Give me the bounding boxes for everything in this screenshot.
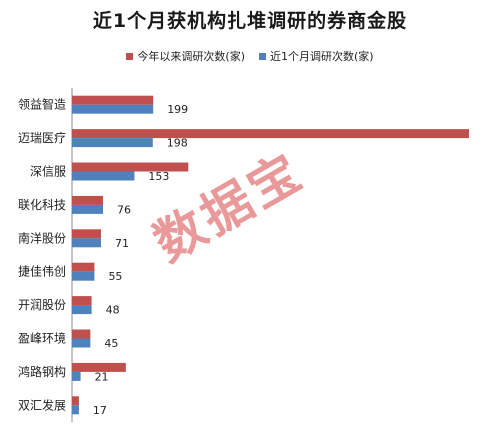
- bar-series-2: [72, 171, 135, 181]
- category-label: 盈峰环境: [18, 331, 66, 346]
- bar-series-1: [72, 162, 189, 172]
- legend-item-series-1: 今年以来调研次数(家): [126, 48, 245, 64]
- category-label: 南洋股份: [18, 230, 66, 245]
- bar-series-1: [72, 262, 95, 272]
- bar-series-1: [72, 95, 154, 105]
- bar-series-1: [72, 229, 101, 239]
- legend-swatch-series-1: [126, 52, 134, 60]
- bar-series-1: [72, 396, 79, 406]
- category-label: 联化科技: [18, 198, 66, 212]
- category-label: 深信服: [30, 165, 66, 179]
- bar-series-2: [72, 405, 79, 415]
- category-label: 迈瑞医疗: [18, 131, 66, 145]
- bar-series-2: [72, 271, 95, 281]
- bar-series-2: [72, 238, 101, 248]
- bar-series-1: [72, 195, 104, 205]
- data-label-series-2: 55: [108, 270, 122, 283]
- data-label-series-2: 198: [167, 137, 188, 150]
- legend-item-series-2: 近1个月调研次数(家): [259, 48, 374, 64]
- data-label-series-2: 71: [115, 237, 129, 250]
- data-label-series-2: 76: [117, 203, 131, 216]
- bar-series-2: [72, 104, 154, 114]
- category-label: 捷佳伟创: [18, 265, 66, 279]
- category-label: 鸿路钢构: [18, 364, 66, 379]
- data-label-series-2: 45: [104, 337, 118, 350]
- category-label: 领益智造: [18, 97, 66, 112]
- data-label-series-2: 153: [148, 170, 169, 183]
- legend-label-series-2: 近1个月调研次数(家): [270, 50, 374, 63]
- bar-series-2: [72, 338, 91, 348]
- category-label: 开润股份: [18, 298, 66, 312]
- data-label-series-2: 21: [95, 370, 109, 383]
- legend-swatch-series-2: [259, 52, 266, 60]
- category-label: 双汇发展: [18, 397, 66, 412]
- bar-series-1: [72, 129, 469, 139]
- chart-title: 近1个月获机构扎堆调研的券商金股: [92, 10, 408, 32]
- bar-series-1: [72, 296, 92, 306]
- bar-series-1: [72, 329, 91, 339]
- data-label-series-2: 17: [93, 404, 107, 417]
- chart-legend: 今年以来调研次数(家) 近1个月调研次数(家): [0, 48, 500, 64]
- bar-series-1: [72, 362, 126, 372]
- bar-series-2: [72, 138, 153, 148]
- bar-series-2: [72, 305, 92, 315]
- data-label-series-2: 48: [106, 304, 120, 317]
- legend-label-series-1: 今年以来调研次数(家): [137, 50, 245, 63]
- bar-series-2: [72, 371, 81, 381]
- data-label-series-2: 199: [167, 103, 188, 116]
- bar-series-2: [72, 204, 104, 214]
